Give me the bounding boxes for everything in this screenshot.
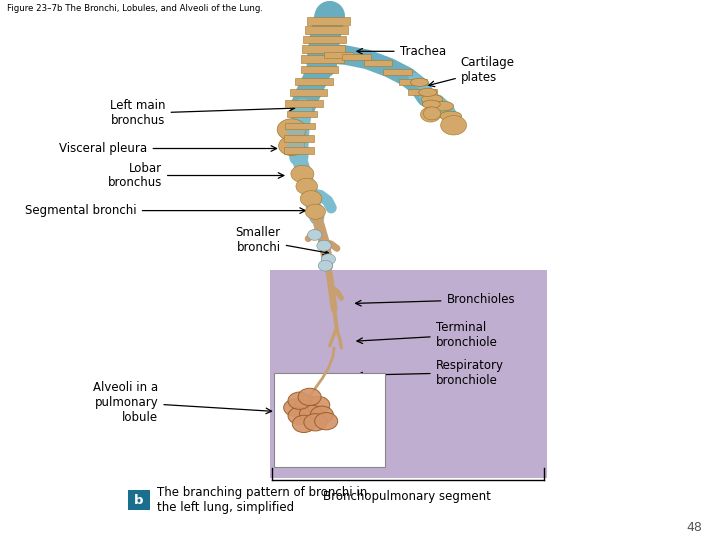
Circle shape [300,405,323,422]
Bar [302,45,345,53]
Text: 48: 48 [686,521,702,534]
Bar [285,99,323,106]
Circle shape [307,396,330,414]
Bar [284,135,314,141]
Bar [295,78,333,85]
Text: Visceral pleura: Visceral pleura [60,142,276,155]
Bar [274,373,385,467]
Circle shape [300,191,322,207]
Circle shape [296,178,318,194]
Circle shape [321,254,336,265]
Circle shape [292,415,315,433]
Text: Smaller
bronchi: Smaller bronchi [235,226,328,255]
Circle shape [441,116,467,135]
Bar [284,147,314,154]
Ellipse shape [422,100,440,108]
Circle shape [288,407,311,424]
Bar [301,66,338,73]
Bar [287,111,317,117]
Bar [285,123,315,130]
Circle shape [295,395,318,413]
Circle shape [298,388,321,406]
Bar [307,17,350,24]
Circle shape [277,119,306,140]
Text: Terminal
bronchiole: Terminal bronchiole [357,321,498,349]
Circle shape [318,260,333,271]
Text: Segmental bronchi: Segmental bronchi [25,204,305,217]
Text: Trachea: Trachea [357,45,446,58]
Text: Figure 23–7b The Bronchi, Lobules, and Alveoli of the Lung.: Figure 23–7b The Bronchi, Lobules, and A… [7,4,264,14]
Circle shape [291,165,314,183]
Ellipse shape [440,111,462,121]
Circle shape [310,406,333,423]
Text: The branching pattern of bronchi in
the left lung, simplified: The branching pattern of bronchi in the … [157,486,367,514]
Circle shape [305,204,325,219]
Text: Alveoli in a
pulmonary
lobule: Alveoli in a pulmonary lobule [94,381,271,424]
Bar [342,54,371,60]
Bar [364,60,392,66]
Bar [128,490,150,510]
Bar [324,51,353,57]
Circle shape [286,122,306,137]
Bar [408,89,437,95]
Circle shape [315,413,338,430]
Circle shape [317,240,331,251]
Bar [270,270,547,478]
Ellipse shape [421,94,443,104]
Ellipse shape [410,78,428,86]
Bar [289,89,327,96]
Circle shape [420,107,441,122]
Bar [305,26,348,34]
Circle shape [307,230,322,240]
Bar [301,55,344,63]
Text: Respiratory
bronchiole: Respiratory bronchiole [357,359,503,387]
Circle shape [284,399,307,416]
Bar [383,69,412,75]
Text: Left main
bronchus: Left main bronchus [110,99,294,127]
Circle shape [288,392,311,409]
Text: Lobar
bronchus: Lobar bronchus [107,161,284,190]
Bar [303,36,346,43]
Ellipse shape [432,101,454,111]
Circle shape [304,414,327,431]
Circle shape [423,107,441,120]
Circle shape [279,136,305,156]
Text: Bronchioles: Bronchioles [356,293,515,306]
Text: b: b [134,494,144,507]
Ellipse shape [419,88,436,97]
Text: Cartilage
plates: Cartilage plates [429,56,515,86]
Text: Bronchopulmonary segment: Bronchopulmonary segment [323,490,491,503]
Circle shape [287,139,305,153]
Bar [398,78,427,84]
